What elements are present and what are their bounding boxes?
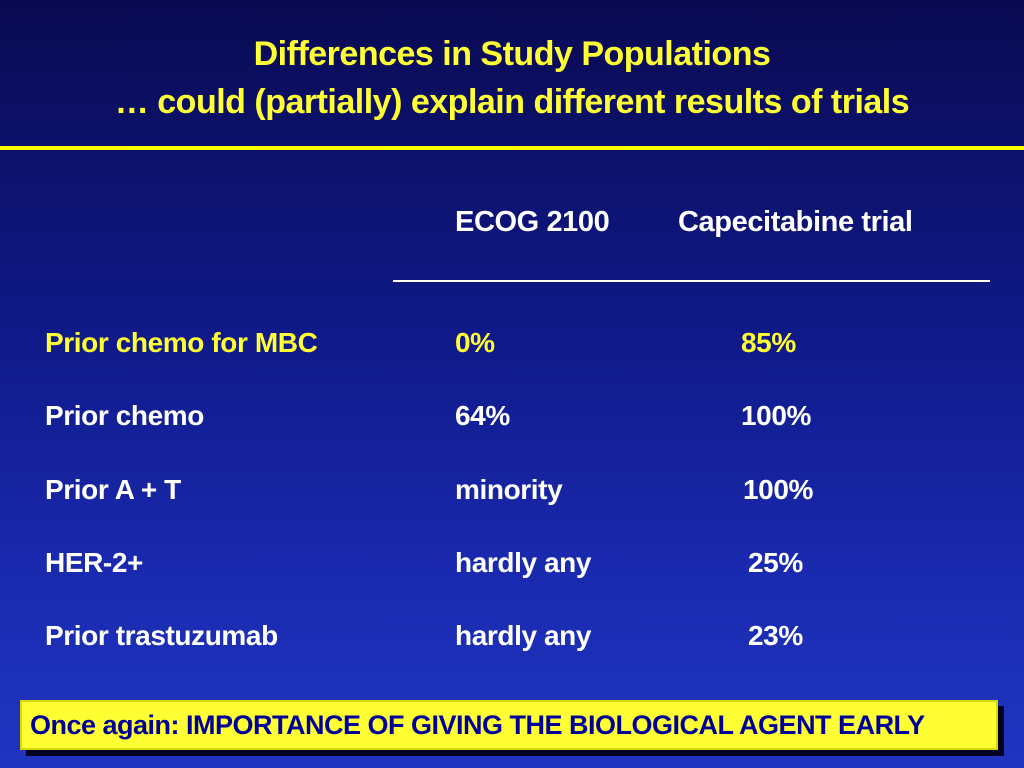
row-value-capecitabine: 100% (741, 400, 812, 431)
row-value-ecog: 0% (455, 327, 495, 358)
table-row-prior-chemo: Prior chemo 64% 100% (0, 394, 1024, 438)
row-label: Prior A + T (45, 474, 181, 505)
row-label: Prior chemo (45, 400, 204, 431)
footer-prefix: Once again: (30, 710, 187, 740)
footer-callout: Once again: IMPORTANCE OF GIVING THE BIO… (20, 700, 998, 750)
row-label: Prior chemo for MBC (45, 327, 318, 358)
row-label: HER-2+ (45, 547, 143, 578)
table-row-prior-trastuzumab: Prior trastuzumab hardly any 23% (0, 614, 1024, 658)
title-line-2: … could (partially) explain different re… (114, 83, 910, 121)
title-line-1: Differences in Study Populations (253, 35, 771, 73)
column-header-capecitabine: Capecitabine trial (678, 206, 913, 238)
row-value-ecog: hardly any (455, 620, 592, 651)
row-label: Prior trastuzumab (45, 620, 278, 651)
footer-emphasis: IMPORTANCE OF GIVING THE BIOLOGICAL AGEN… (186, 710, 925, 740)
title-divider (0, 146, 1024, 150)
table-row-prior-a-t: Prior A + T minority 100% (0, 468, 1024, 512)
row-value-capecitabine: 25% (748, 547, 803, 578)
table-row-her2: HER-2+ hardly any 25% (0, 541, 1024, 585)
slide-title: Differences in Study Populations … could… (0, 30, 1024, 126)
row-value-ecog: 64% (455, 400, 510, 431)
footer-text: Once again: IMPORTANCE OF GIVING THE BIO… (30, 702, 925, 748)
row-value-capecitabine: 85% (741, 327, 796, 358)
column-header-ecog: ECOG 2100 (455, 206, 610, 238)
header-divider (393, 280, 990, 282)
row-value-ecog: minority (455, 474, 563, 505)
row-value-ecog: hardly any (455, 547, 592, 578)
row-value-capecitabine: 100% (743, 474, 814, 505)
table-row-prior-chemo-mbc: Prior chemo for MBC 0% 85% (0, 321, 1024, 365)
row-value-capecitabine: 23% (748, 620, 803, 651)
